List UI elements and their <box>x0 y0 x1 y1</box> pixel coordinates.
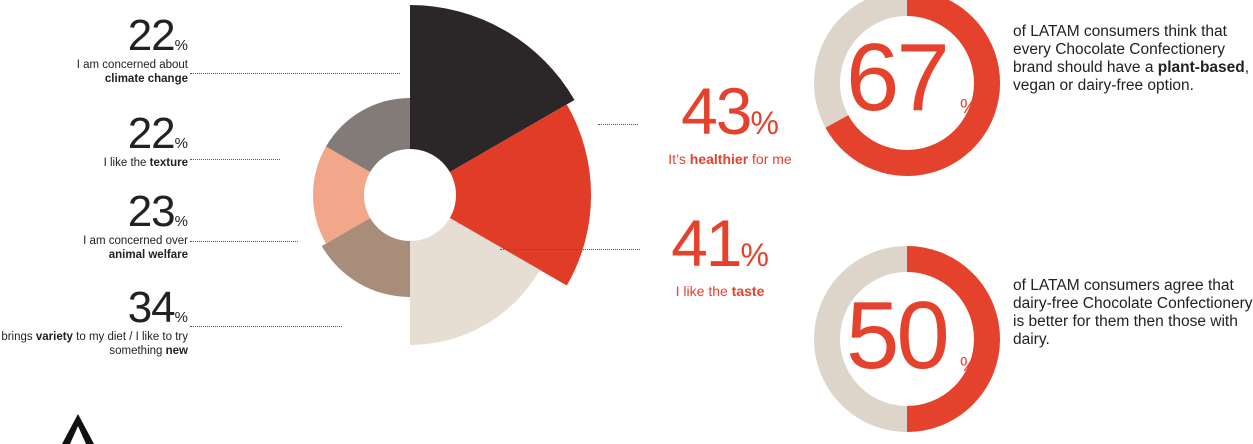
ring-value: 50 <box>846 282 950 389</box>
donut-hole <box>364 149 456 241</box>
ring-caption-bold: plant-based <box>1157 59 1245 76</box>
stat-label: It brings <box>0 331 33 343</box>
leader-line <box>500 249 640 250</box>
ring-value: 67 <box>846 24 950 131</box>
stat-value: 22 <box>127 109 176 158</box>
pie-slice-healthier <box>410 5 575 195</box>
stat-percent: % <box>174 135 188 152</box>
ring-percent: % <box>960 96 978 118</box>
stat-label: It’s <box>668 151 686 167</box>
stat-variety: 34% It brings variety to my diet / I lik… <box>0 286 188 358</box>
stat-label-bold: climate change <box>104 73 188 85</box>
leader-line <box>598 124 638 125</box>
ring-caption: of LATAM consumers think that every Choc… <box>1013 23 1253 95</box>
stat-value: 34 <box>127 283 176 332</box>
stat-texture: 22% I like the texture <box>0 112 188 170</box>
stat-taste: 41% I like the taste <box>620 210 820 300</box>
pie-slice-taste <box>410 104 592 286</box>
pie-slice-texture <box>313 146 410 244</box>
stat-label: I am concerned about <box>76 59 188 71</box>
ring-caption-text: of LATAM consumers think that every Choc… <box>1013 23 1227 76</box>
stat-percent: % <box>174 309 188 326</box>
ring-chart-67 <box>814 0 1001 176</box>
stat-label-bold: variety <box>35 331 73 343</box>
ring-percent: % <box>960 354 978 376</box>
ring-caption: of LATAM consumers agree that dairy-free… <box>1013 277 1253 349</box>
stat-label-bold: healthier <box>689 151 749 167</box>
leader-line <box>190 241 298 242</box>
stat-label: I am concerned over <box>83 235 188 247</box>
leader-line <box>190 326 342 327</box>
stat-label-bold: animal welfare <box>108 249 188 261</box>
stat-label-cont: to my diet / I like to try something <box>76 331 188 357</box>
polar-donut-chart <box>313 5 592 345</box>
stat-percent: % <box>750 105 779 141</box>
leader-line <box>190 73 400 74</box>
leader-line <box>190 159 280 160</box>
triangle-logo-icon <box>62 414 94 444</box>
ring-caption-text: of LATAM consumers agree that dairy-free… <box>1013 277 1253 348</box>
stat-label: I like the <box>103 157 147 169</box>
stat-label-bold: texture <box>149 157 188 169</box>
stat-percent: % <box>174 213 188 230</box>
stat-value: 41 <box>671 206 742 280</box>
stat-value: 22 <box>127 11 176 60</box>
stat-percent: % <box>740 237 769 273</box>
stat-label-post: for me <box>752 151 792 167</box>
stat-value: 23 <box>127 187 176 236</box>
stat-label: I like the <box>675 283 728 299</box>
stat-climate-change: 22% I am concerned about climate change <box>0 14 188 86</box>
ring-caption-end: , vegan or dairy-free option. <box>1013 59 1250 94</box>
ring-progress <box>906 246 1000 432</box>
stat-animal-welfare: 23% I am concerned over animal welfare <box>0 190 188 262</box>
stat-healthier: 43% It’s healthier for me <box>630 78 830 168</box>
pie-slice-variety <box>410 195 540 345</box>
ring-chart-50 <box>814 246 1000 432</box>
stat-percent: % <box>174 37 188 54</box>
stat-value: 43 <box>681 74 752 148</box>
ring-progress <box>825 0 1001 176</box>
stat-label-bold: taste <box>731 283 765 299</box>
stat-label-bold: new <box>165 345 188 357</box>
